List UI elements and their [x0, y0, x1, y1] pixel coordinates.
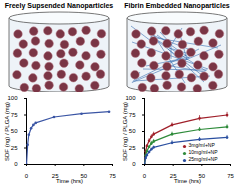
- svg-text:50: 50: [11, 128, 18, 134]
- svg-text:25: 25: [129, 145, 136, 151]
- svg-text:3mg/ml+NP: 3mg/ml+NP: [189, 142, 216, 148]
- svg-text:Time (hrs): Time (hrs): [174, 178, 201, 184]
- svg-text:Fibrin Embedded Nanoparticles: Fibrin Embedded Nanoparticles: [124, 2, 230, 10]
- svg-text:0: 0: [143, 173, 147, 179]
- svg-text:50: 50: [198, 172, 206, 179]
- svg-text:100: 100: [125, 95, 136, 101]
- svg-text:25: 25: [11, 145, 18, 151]
- svg-text:25: 25: [169, 172, 177, 179]
- svg-text:Freely Supsended Nanoparticles: Freely Supsended Nanoparticles: [5, 2, 114, 10]
- svg-text:25: 25: [51, 172, 59, 179]
- svg-text:50: 50: [129, 128, 136, 134]
- svg-text:SDF (ng) / PLGA (mg): SDF (ng) / PLGA (mg): [122, 102, 128, 161]
- svg-text:75: 75: [11, 112, 18, 118]
- svg-text:50: 50: [80, 172, 88, 179]
- svg-text:75: 75: [129, 112, 136, 118]
- svg-text:SDF (ng) / PLGA (mg): SDF (ng) / PLGA (mg): [4, 102, 10, 161]
- svg-text:0: 0: [25, 173, 29, 179]
- svg-text:10mg/ml+NP: 10mg/ml+NP: [189, 149, 219, 155]
- svg-text:75: 75: [227, 173, 234, 179]
- svg-text:0: 0: [14, 161, 18, 167]
- svg-text:Time (hrs): Time (hrs): [56, 178, 83, 184]
- svg-text:25mg/ml+NP: 25mg/ml+NP: [189, 156, 219, 162]
- svg-text:0: 0: [132, 161, 136, 167]
- svg-text:100: 100: [7, 95, 18, 101]
- svg-text:75: 75: [109, 173, 116, 179]
